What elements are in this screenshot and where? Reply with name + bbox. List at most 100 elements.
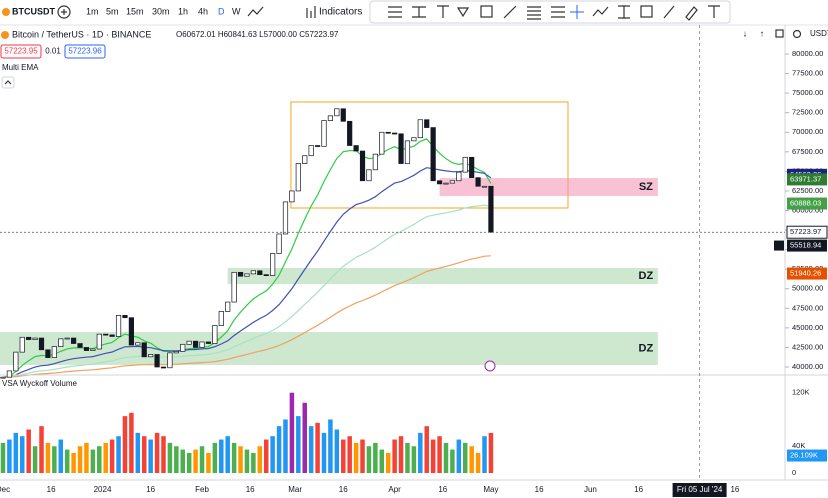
volume-bar [212, 442, 218, 473]
tool[interactable] [388, 6, 402, 18]
volume-bar [26, 429, 31, 473]
volume-bar [257, 446, 263, 473]
y-tick-label: 45000.00 [792, 323, 823, 332]
buy-box[interactable] [64, 44, 106, 59]
tool[interactable] [570, 5, 584, 19]
add-symbol[interactable] [57, 5, 71, 19]
legend-icon [1, 31, 9, 39]
indicators-button[interactable]: Indicators [319, 7, 362, 18]
volume-bar [52, 446, 57, 473]
settings-button[interactable] [792, 29, 802, 39]
candle [180, 343, 186, 352]
volume-bar [276, 426, 282, 473]
chart-style[interactable] [247, 6, 264, 17]
ema-line [2, 255, 491, 378]
candle [199, 341, 205, 348]
zone [0, 332, 658, 365]
volume-bar [71, 452, 76, 473]
ask: 57223.96 [68, 47, 102, 56]
y-tick-label: 47500.00 [792, 303, 823, 312]
tool[interactable] [456, 7, 470, 18]
tool[interactable] [503, 5, 517, 19]
sell-box[interactable] [0, 44, 42, 59]
tool[interactable] [437, 5, 449, 18]
symbol[interactable]: BTCUSDT [12, 6, 55, 16]
candle [475, 177, 481, 187]
tool[interactable] [592, 6, 609, 17]
currency[interactable]: USDT [810, 29, 828, 38]
volume-bar [161, 436, 166, 473]
tool[interactable] [480, 5, 493, 18]
volume-bar [315, 422, 320, 473]
volume-bar [141, 436, 147, 473]
tool[interactable] [618, 5, 630, 19]
tool[interactable] [640, 5, 653, 18]
interval[interactable]: 4h [198, 6, 208, 16]
candle [411, 137, 417, 142]
button[interactable]: ↓ [743, 28, 748, 38]
volume-bar [0, 442, 6, 473]
tool[interactable] [663, 5, 675, 19]
candle [308, 145, 314, 157]
interval[interactable]: 30m [152, 6, 170, 16]
interval[interactable]: 5m [106, 6, 119, 16]
interval[interactable]: 1h [178, 6, 188, 16]
candle [167, 352, 173, 369]
volume-bar [116, 436, 121, 473]
tool[interactable] [708, 5, 720, 18]
volume-bar [206, 452, 211, 473]
candle [469, 156, 475, 178]
drawing-toolbar [369, 0, 731, 24]
volume-bar [238, 446, 243, 473]
volume-bar [39, 426, 44, 473]
volume-bar [475, 452, 481, 473]
button[interactable]: ↑ [760, 28, 765, 38]
candle [192, 340, 199, 348]
collapse-icon [4, 80, 12, 85]
price-tag [787, 173, 827, 186]
event-icon[interactable] [484, 360, 496, 372]
candle [424, 119, 430, 128]
button[interactable] [775, 29, 784, 38]
interval[interactable]: D [218, 6, 225, 16]
candle [302, 155, 308, 164]
tool[interactable] [685, 6, 698, 21]
interval[interactable]: W [232, 6, 241, 16]
interval[interactable]: 1m [86, 6, 99, 16]
candle [449, 180, 456, 184]
candle [398, 133, 404, 164]
price-tag [786, 225, 828, 239]
tool[interactable] [527, 6, 541, 20]
crosshair-date: Fri 05 Jul '24 [677, 485, 723, 494]
volume-bar [321, 432, 327, 473]
x-tick-label: 16 [146, 485, 155, 494]
collapse-button[interactable] [1, 76, 15, 89]
x-tick-label: Jun [584, 485, 597, 494]
legend-ohlc: O60672.01 H60841.63 L57000.00 C57223.97 [176, 30, 339, 39]
volume-bar [32, 446, 38, 473]
candle [90, 348, 96, 351]
candle [282, 201, 289, 235]
candle [257, 270, 263, 276]
volume-title: VSA Wyckoff Volume [2, 379, 77, 388]
candle [128, 317, 134, 346]
interval[interactable]: 15m [126, 6, 144, 16]
x-tick-label: Feb [195, 485, 209, 494]
volume-bar [90, 449, 96, 473]
candle [122, 315, 128, 319]
volume-bar [45, 442, 51, 473]
tool[interactable] [551, 6, 565, 18]
crosshair-add[interactable] [774, 240, 784, 251]
volume-bar [64, 449, 70, 473]
candle [231, 271, 237, 303]
y-tick-label: 50000.00 [792, 284, 823, 293]
candle [417, 119, 423, 139]
volume-bar [347, 436, 352, 473]
ema-title: Multi EMA [2, 63, 39, 72]
tool[interactable] [412, 6, 426, 18]
candle [173, 350, 179, 354]
candle [109, 334, 115, 337]
candle [135, 342, 141, 346]
candle [6, 370, 13, 378]
